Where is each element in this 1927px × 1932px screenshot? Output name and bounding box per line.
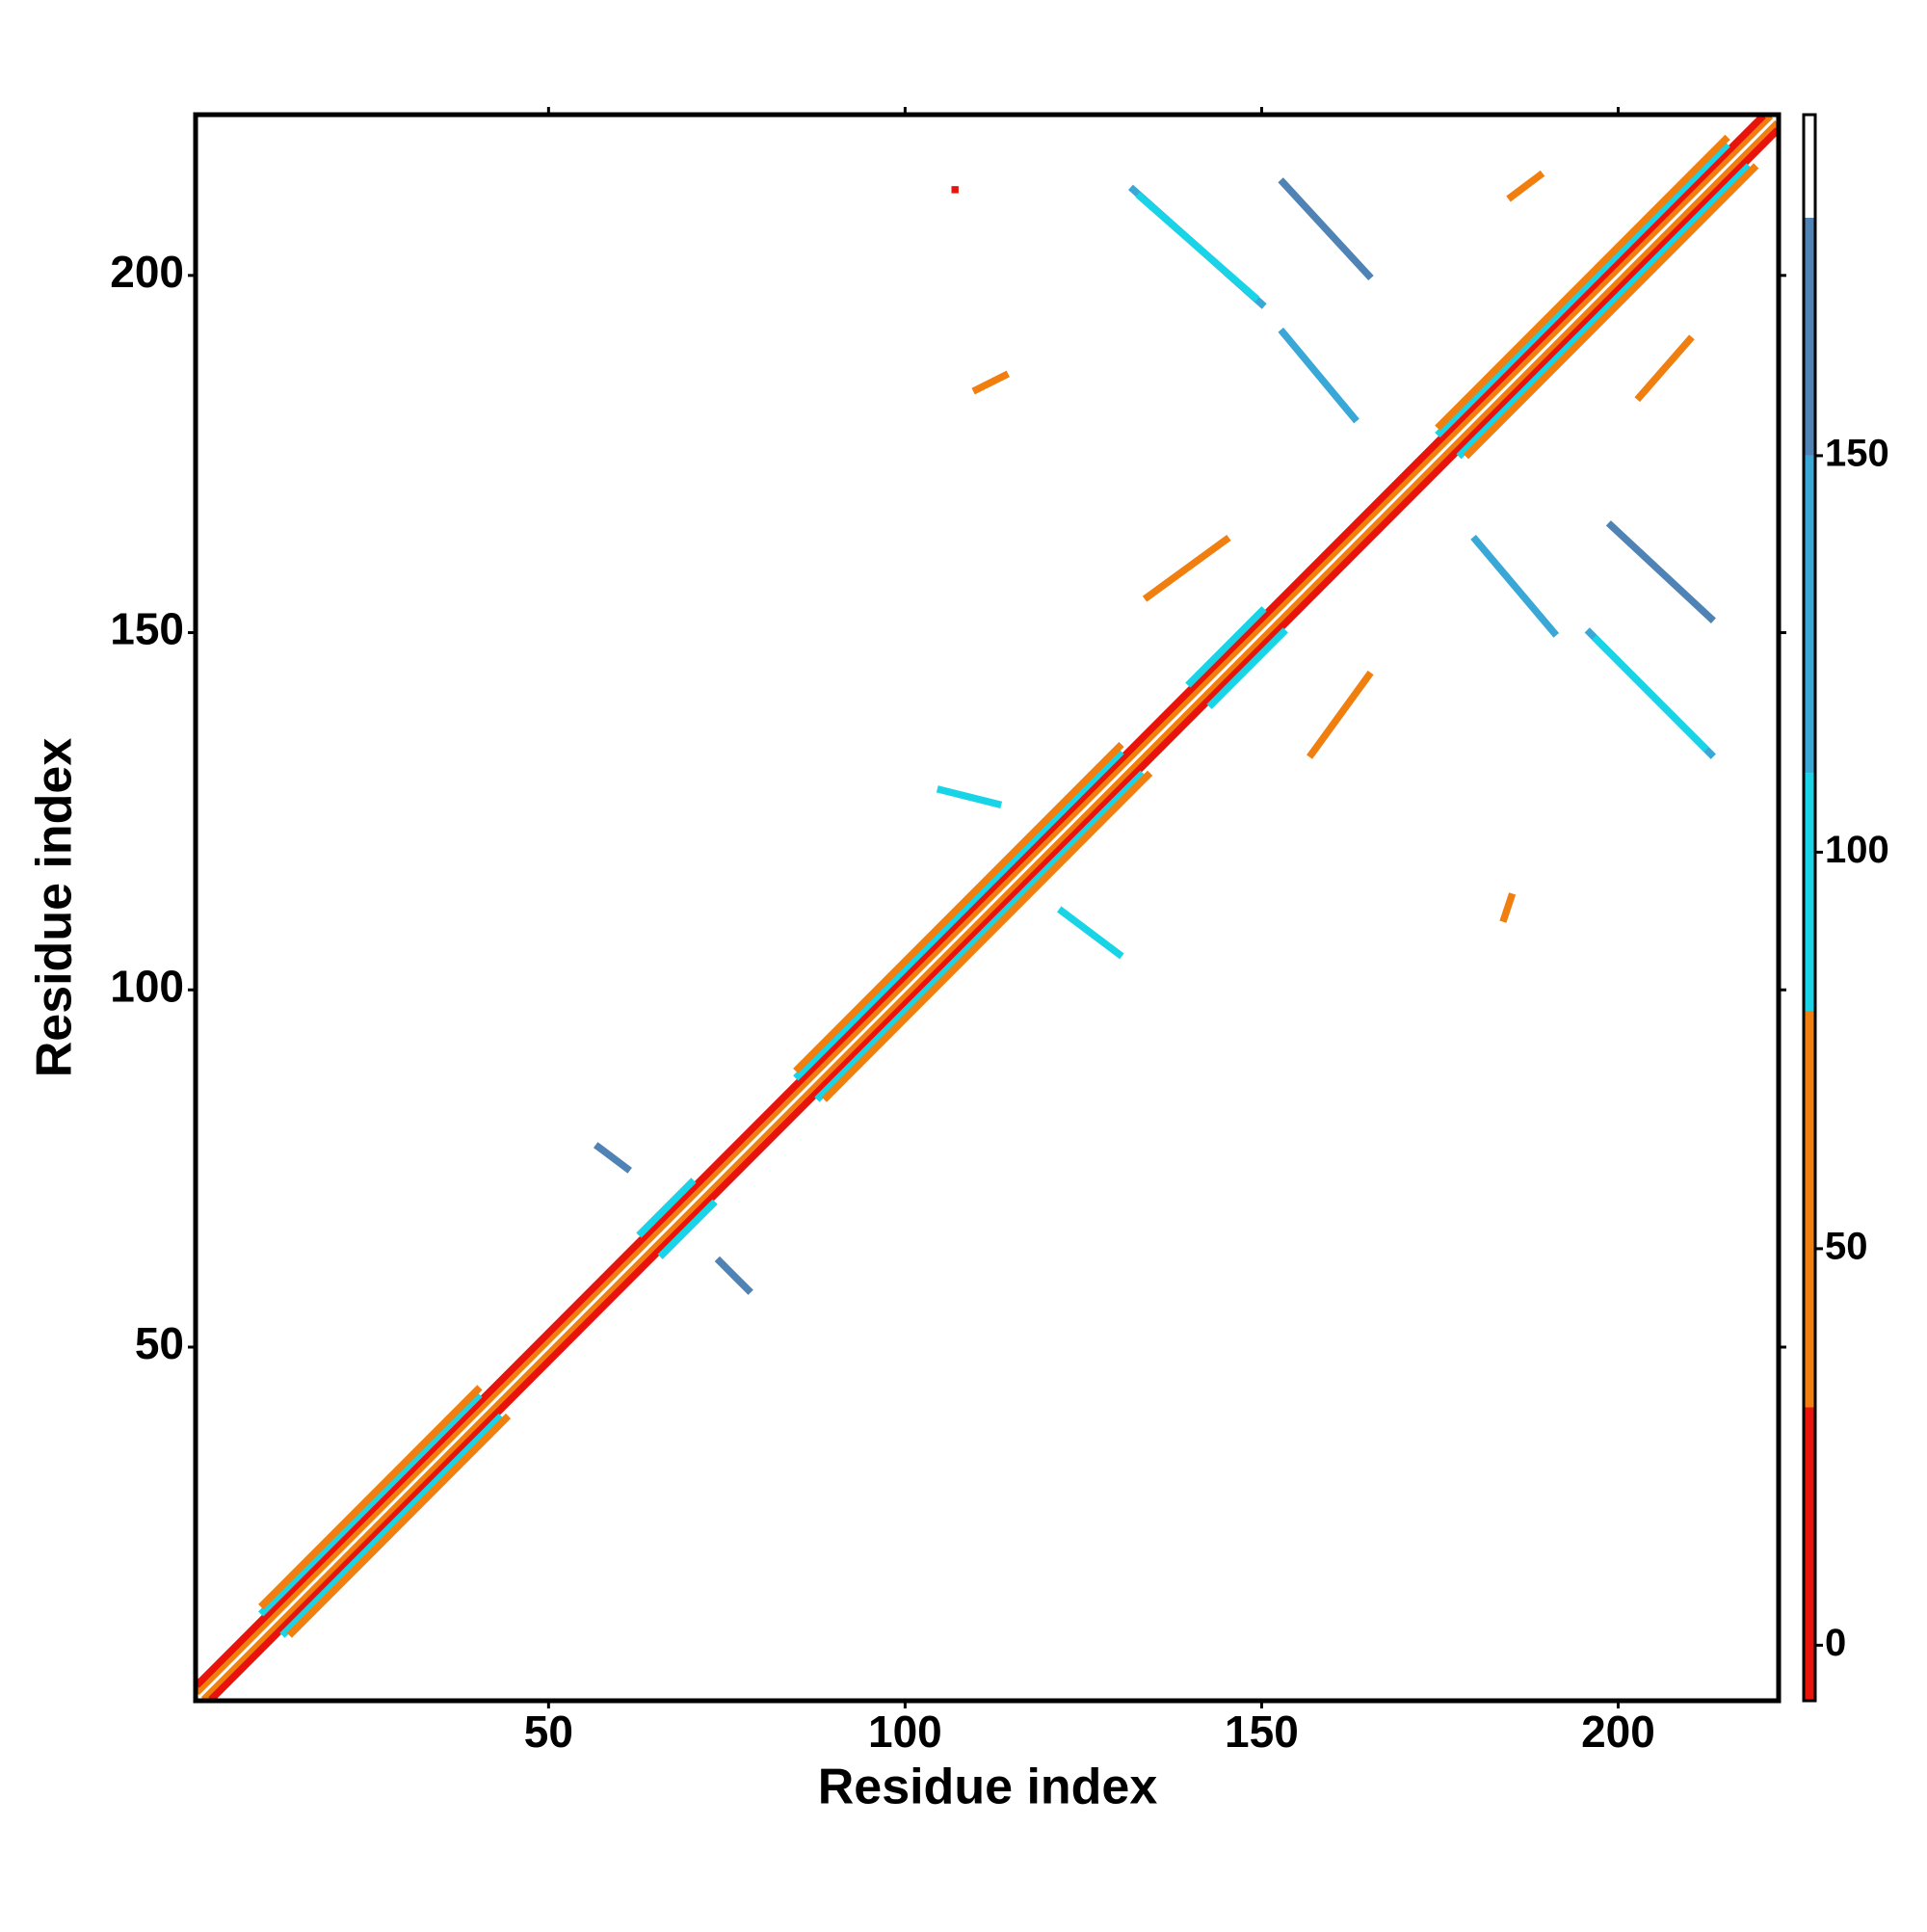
contact-segment (793, 741, 1124, 1074)
x-tick-label: 100 (868, 1707, 942, 1757)
contact-segment (1499, 892, 1517, 923)
y-axis-title: Residue index (27, 738, 83, 1078)
contact-segment (1435, 134, 1730, 431)
contact-segment (1506, 170, 1545, 202)
colorbar-band (1804, 1010, 1815, 1408)
x-tick-label: 150 (1225, 1707, 1299, 1757)
contact-segment (793, 749, 1124, 1081)
contact-segment (258, 1391, 483, 1617)
contact-segment (1278, 327, 1359, 424)
contact-segment (1605, 520, 1716, 623)
contact-segment (1135, 192, 1260, 303)
contact-segment (286, 1413, 512, 1638)
colorbar-band (1804, 1407, 1815, 1701)
x-tick-label: 200 (1581, 1707, 1655, 1757)
colorbar-band (1804, 773, 1815, 1011)
contact-segment (1435, 142, 1730, 438)
colorbar-tick-label: 0 (1825, 1622, 1846, 1664)
contact-segment (208, 127, 1781, 1703)
colorbar-frame (1802, 113, 1817, 1703)
contact-segment (1185, 606, 1267, 688)
contact-segment (1456, 163, 1752, 460)
x-tick-label: 50 (524, 1707, 573, 1757)
contact-segment (1634, 334, 1695, 403)
colorbar-band (1804, 217, 1815, 456)
plot-frame (193, 112, 1782, 1704)
y-tick-label: 100 (110, 961, 184, 1011)
contact-segment (636, 1178, 697, 1238)
contact-segment (593, 1142, 632, 1174)
contact-segment (1278, 177, 1374, 281)
colorbar-band (1804, 115, 1815, 218)
contact-segment (279, 1413, 504, 1638)
contact-segment (1463, 163, 1759, 460)
colorbar-tick-label: 150 (1825, 432, 1889, 474)
y-tick-label: 150 (110, 604, 184, 654)
contact-segment (1592, 634, 1709, 753)
contact-segment (936, 785, 1003, 808)
contact-segment (1307, 670, 1374, 759)
contact-segment (1470, 534, 1560, 638)
contact-segment (821, 770, 1153, 1102)
contact-segment (200, 119, 1781, 1703)
y-tick-label: 200 (110, 247, 184, 297)
contact-segment (971, 370, 1010, 395)
contact-segment (657, 1199, 718, 1259)
contact-segment (1206, 627, 1288, 709)
contact-segment (814, 770, 1146, 1102)
x-axis-title: Residue index (818, 1760, 1158, 1815)
contact-segment (1142, 534, 1231, 602)
contact-segment (194, 113, 1766, 1688)
heatmap (194, 113, 1781, 1703)
colorbar-band (1804, 455, 1815, 774)
y-tick-label: 50 (135, 1318, 184, 1368)
contact-segment (714, 1256, 753, 1295)
colorbar-tick-label: 50 (1825, 1225, 1868, 1267)
contact-segment (1057, 906, 1124, 960)
contact-segment (194, 113, 1774, 1696)
colorbar-tick-label: 100 (1825, 829, 1889, 871)
contact-segment (258, 1385, 483, 1610)
